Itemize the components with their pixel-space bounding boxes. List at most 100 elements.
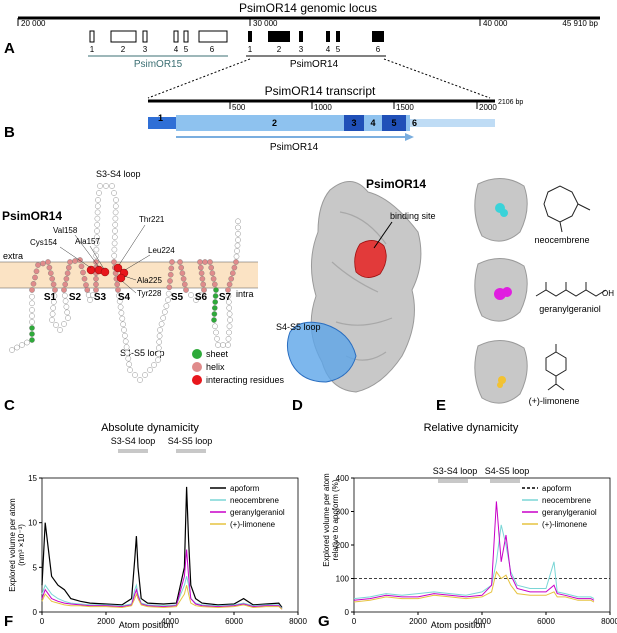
series-line-limonene [353,570,595,603]
panel-c: C PsimOR14 extra intra S3-S4 loop S4-S5 … [0,169,285,414]
loop-bar [176,449,206,453]
ligand-blob [500,209,508,217]
series-line-geranylgeraniol [41,549,283,610]
residue-bead [95,197,101,203]
ligand-row-neocembrene: neocembrene [474,178,591,245]
residue-bead [212,293,219,299]
legend-label: apoform [542,484,572,493]
residue-bead [112,209,119,216]
residue-bead [220,342,226,348]
residue-bead [29,331,35,337]
ligand-name: (+)-limonene [529,396,580,406]
legend-label: helix [206,362,225,372]
residue-bead [122,332,128,339]
residue-bead [93,287,99,293]
residue-bead [62,292,68,299]
x-axis-label: Atom position [119,620,174,630]
exon-box-or15 [183,30,189,43]
residue-leader [123,275,137,281]
residue-bead [52,287,58,293]
residue-bead [46,264,53,271]
interacting-residue [100,267,110,277]
residue-label: Val158 [53,226,78,235]
exon-box-or14 [326,31,330,42]
exon-label: 2 [272,118,277,128]
y-tick-label: 15 [28,474,37,483]
topology-title: PsimOR14 [2,209,62,223]
ligand-name: neocembrene [534,235,589,245]
residue-bead [225,293,232,299]
exon-label: 4 [370,118,375,128]
residue-leader [124,254,151,271]
y-tick-label: 5 [33,563,38,572]
transcript-tick-label: 1000 [314,103,332,112]
residue-bead [121,327,127,333]
legend-label: apoform [230,484,260,493]
legend-label: geranylgeraniol [230,508,285,517]
residue-bead [48,270,54,277]
residue-bead [51,293,58,299]
residue-bead [188,292,194,298]
residue-bead [49,275,56,282]
residue-label: Leu224 [148,246,175,255]
residue-bead [155,351,162,357]
residue-leader [121,280,137,294]
residue-bead [29,337,35,343]
residue-bead [201,287,207,293]
legend-label: interacting residues [206,375,285,385]
segment-label: S7 [219,292,232,303]
exon-label: 2 [121,45,126,54]
residue-bead [180,275,187,282]
residue-bead [156,339,162,345]
residue-bead [81,275,88,282]
residue-bead [226,323,233,330]
residue-bead [94,215,101,222]
y-axis-label: (nm³ ×10⁻³) [17,524,26,566]
residue-bead [62,298,69,305]
loop-bar [490,479,520,483]
x-tick-label: 6000 [225,617,243,626]
residue-bead [93,259,99,265]
residue-bead [156,333,163,339]
residue-bead [158,321,165,327]
residue-beads [9,183,241,383]
residue-bead [65,315,71,321]
exon-segment-4 [364,115,382,131]
residue-bead [228,275,234,282]
locus-tick-label: 40 000 [483,19,508,28]
residue-bead [62,281,68,288]
structure-formula [543,185,591,233]
residue-bead [111,252,117,259]
exon-box-or14 [248,31,252,42]
residue-bead [72,258,78,264]
segment-label: S5 [171,292,184,303]
y-tick-label: 100 [336,575,350,584]
residue-label: Thr221 [139,215,165,224]
residue-bead [197,259,203,265]
structure-formula [535,282,607,297]
loop-bar [118,449,148,453]
surface-shading [331,211,393,361]
y-tick-label: 200 [336,541,350,550]
residue-bead [33,268,40,275]
residue-bead [93,240,100,247]
extra-label: extra [3,251,23,261]
residue-bead [212,323,218,330]
residue-bead [30,280,37,287]
residue-bead [116,292,122,299]
interacting-residue [113,263,123,273]
exon-box-or15 [142,30,148,43]
residue-bead [112,221,118,228]
exon-label: 3 [143,45,148,54]
residue-bead [208,264,214,271]
residue-bead [61,287,67,293]
exon-box-or14 [268,31,290,42]
loop-label: S4-S5 loop [485,466,530,476]
protein-thumbnail [474,340,528,404]
residue-bead [111,240,118,247]
residue-bead [198,270,205,277]
transcript-end-label: 2106 bp [498,99,523,106]
residue-bead [168,265,175,272]
exon-label: 4 [174,45,179,54]
residue-bead [235,218,241,225]
